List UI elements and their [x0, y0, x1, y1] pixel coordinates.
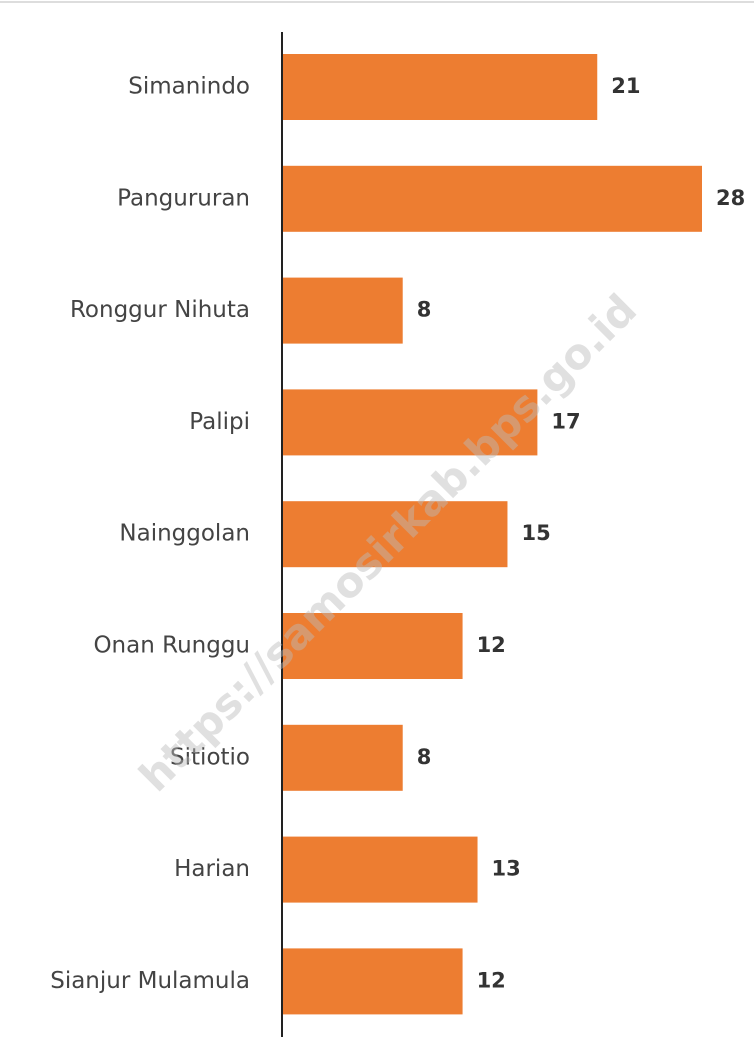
value-label: 8 [417, 745, 432, 769]
category-label: Nainggolan [119, 521, 250, 547]
category-label: Ronggur Nihuta [70, 297, 250, 323]
value-label: 28 [716, 186, 745, 210]
category-label: Palipi [189, 409, 250, 435]
category-label: Harian [174, 856, 250, 882]
bar [283, 613, 463, 679]
value-label: 17 [551, 409, 580, 433]
bar [283, 54, 598, 120]
category-label: Simanindo [128, 74, 250, 100]
bar [283, 277, 403, 344]
value-label: 15 [521, 521, 550, 545]
bar [283, 724, 403, 791]
value-label: 12 [477, 968, 506, 992]
value-label: 8 [417, 298, 432, 322]
category-label: Pangururan [117, 185, 250, 211]
value-label: 13 [492, 857, 521, 881]
bar [283, 836, 478, 903]
bar [283, 165, 702, 232]
category-label: Sitiotio [170, 744, 250, 770]
bar [283, 948, 463, 1015]
bar [283, 389, 538, 456]
value-label: 21 [611, 74, 640, 98]
category-label: Sianjur Mulamula [50, 968, 250, 994]
value-label: 12 [477, 633, 506, 657]
category-label: Onan Runggu [93, 633, 250, 659]
bar [283, 501, 508, 568]
